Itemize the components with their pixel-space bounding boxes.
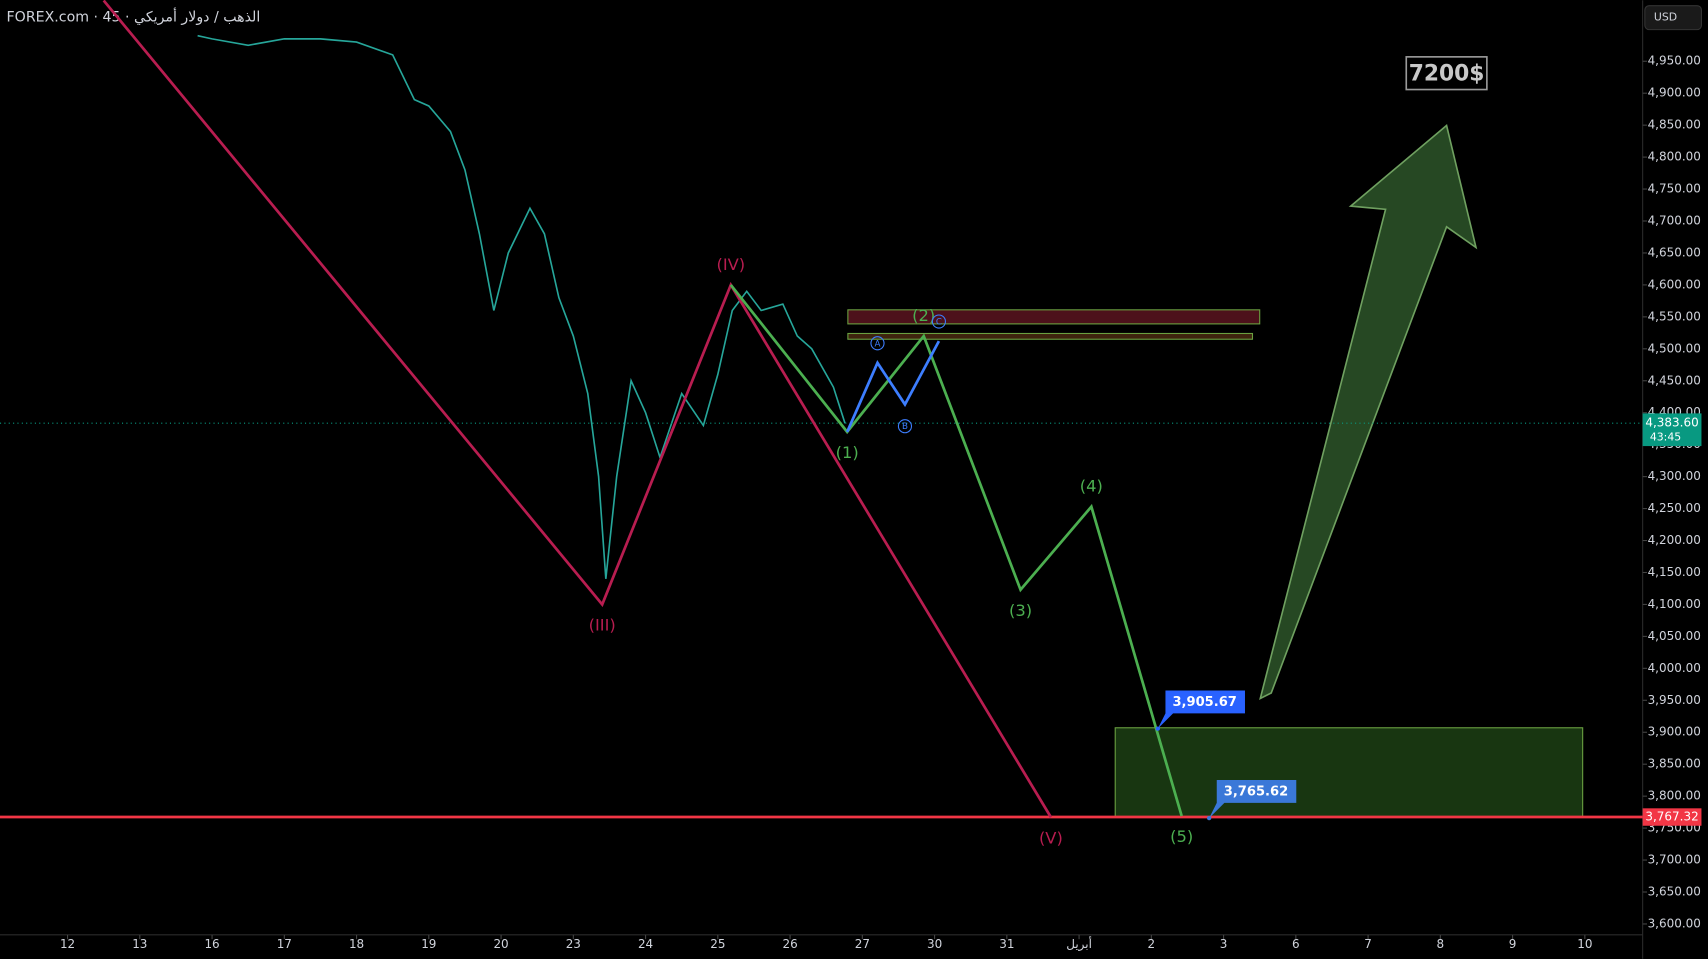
y-tick-label: 4,950.00 [1648,54,1701,68]
y-tick-label: 4,900.00 [1648,86,1701,100]
wave-label-circle [931,314,946,329]
callout-label: 3,765.62 [1224,784,1288,799]
zone [847,309,1261,325]
x-tick-label: أبريل [1066,936,1092,952]
wave-label: (4) [1080,477,1103,496]
wave-label: (5) [1170,827,1193,846]
target-label: 7200$ [1409,61,1485,86]
callout-box [1209,779,1297,819]
currency-button[interactable] [1644,5,1703,31]
last-price-tag [1642,413,1702,447]
x-tick-label: 16 [204,937,219,951]
x-tick-label: 24 [638,937,653,951]
callout-label: 3,905.67 [1172,695,1236,710]
x-tick-label: 19 [421,937,436,951]
y-tick-label: 4,300.00 [1648,469,1701,483]
x-tick-label: 2 [1148,937,1156,951]
y-tick-label: 3,900.00 [1648,725,1701,739]
y-tick-label: 4,850.00 [1648,118,1701,132]
zone [1114,727,1584,818]
x-tick-label: 23 [566,937,581,951]
wave-label: (III) [589,616,616,635]
y-tick-label: 4,450.00 [1648,373,1701,387]
x-tick-label: 8 [1437,937,1445,951]
wave-line [729,284,1183,817]
x-tick-label: 26 [782,937,797,951]
y-tick-label: 3,950.00 [1648,693,1701,707]
y-tick-label: 4,250.00 [1648,501,1701,515]
y-tick-label: 4,800.00 [1648,150,1701,164]
x-tick-label: 31 [999,937,1014,951]
x-tick-label: 6 [1292,937,1300,951]
x-tick-label: 27 [855,937,870,951]
countdown-label: 43:45 [1650,430,1681,443]
wave-label: (V) [1039,829,1063,848]
target-box [1405,56,1488,91]
wave-label-circle [897,419,913,434]
symbol-title: FOREX.com · 45 · الذهب / دولار أمريكي [7,8,261,26]
callout-box [1157,690,1245,729]
x-tick-label: 12 [60,937,75,951]
wave-label: B [902,422,908,432]
y-tick-label: 3,800.00 [1648,789,1701,803]
y-tick-label: 3,700.00 [1648,853,1701,867]
y-tick-label: 4,650.00 [1648,245,1701,259]
y-tick-label: 4,150.00 [1648,565,1701,579]
last-price-label: 4,383.60 [1645,416,1698,430]
wave-label: (2) [912,306,935,325]
level-label: 3,767.32 [1645,810,1698,824]
wave-label: (1) [836,443,859,462]
wave-label: (IV) [716,255,745,274]
x-tick-label: 9 [1509,937,1517,951]
x-tick-label: 13 [132,937,147,951]
y-tick-label: 4,750.00 [1648,182,1701,196]
x-tick-label: 18 [349,937,364,951]
x-tick-label: 10 [1577,937,1592,951]
y-tick-label: 4,700.00 [1648,214,1701,228]
wave-line [102,0,1053,818]
level-tag [1642,808,1702,826]
currency-label[interactable]: USD [1654,11,1677,24]
y-tick-label: 4,200.00 [1648,533,1701,547]
target-arrow [1259,124,1478,700]
y-tick-label: 4,100.00 [1648,597,1701,611]
wave-label: C [936,318,942,328]
y-tick-label: 4,550.00 [1648,309,1701,323]
wave-line [845,340,941,433]
y-tick-label: 3,850.00 [1648,757,1701,771]
x-tick-label: 17 [277,937,292,951]
wave-label: (3) [1009,601,1032,620]
wave-label-circle [870,336,885,351]
price-line [197,34,846,579]
y-tick-label: 3,650.00 [1648,885,1701,899]
y-tick-label: 4,600.00 [1648,277,1701,291]
x-tick-label: 3 [1220,937,1228,951]
x-tick-label: 20 [493,937,508,951]
y-tick-label: 4,500.00 [1648,341,1701,355]
y-tick-label: 4,000.00 [1648,661,1701,675]
y-tick-label: 3,600.00 [1648,916,1701,930]
x-tick-label: 7 [1364,937,1372,951]
y-tick-label: 4,050.00 [1648,629,1701,643]
wave-label: A [875,339,881,349]
zone [847,332,1254,340]
x-tick-label: 25 [710,937,725,951]
x-tick-label: 30 [927,937,942,951]
